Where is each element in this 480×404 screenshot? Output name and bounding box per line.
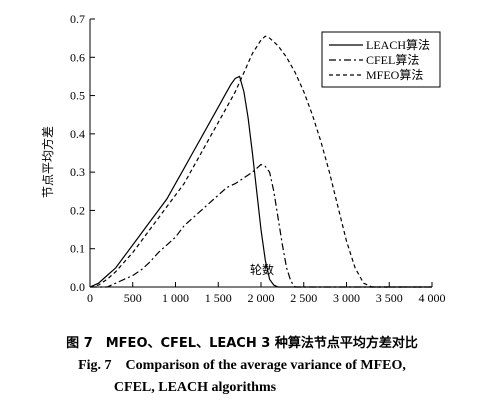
y-tick-label: 0.5	[70, 89, 85, 103]
x-tick-label: 3 000	[333, 291, 360, 305]
x-tick-label: 2 500	[290, 291, 317, 305]
x-axis-ticks: 0 500 1 000 1 500 2 000 2 500 3 000 3 500 4 000	[87, 282, 446, 305]
series-line-mfeo	[89, 35, 432, 288]
legend-label-leach: LEACH算法	[366, 37, 430, 52]
y-tick-label: 0.1	[70, 242, 85, 256]
x-tick-label: 4 000	[419, 291, 446, 305]
y-axis-title: 节点平均方差	[40, 126, 55, 198]
x-tick-label: 2 000	[248, 291, 275, 305]
plot-area: 0 500 1 000 1 500 2 000 2 500 3 000 3 500 4 000 …	[70, 12, 446, 305]
y-tick-label: 0.7	[70, 12, 85, 26]
x-tick-label: 3 500	[376, 291, 403, 305]
x-tick-label: 1 500	[205, 291, 232, 305]
y-tick-label: 0.2	[70, 203, 85, 217]
legend-label-cfel: CFEL算法	[366, 52, 419, 67]
series-lines	[89, 35, 432, 288]
y-axis-ticks: 0.0 0.1 0.2 0.3 0.4 0.5 0.6 0.7	[70, 12, 95, 294]
y-tick-label: 0.4	[70, 127, 85, 141]
x-tick-label: 500	[124, 291, 142, 305]
legend-label-mfeo: MFEO算法	[366, 67, 423, 82]
y-tick-label: 0.0	[70, 280, 85, 294]
legend-box	[321, 31, 441, 88]
figure-caption-english-line1: Fig. 7 Comparison of the average varianc…	[78, 358, 406, 373]
y-tick-label: 0.3	[70, 165, 85, 179]
x-axis-title: 轮数	[250, 262, 274, 277]
series-line-leach	[89, 75, 432, 288]
x-tick-label: 0	[87, 291, 93, 305]
x-tick-label: 1 000	[162, 291, 189, 305]
figure-caption-english-line2: CFEL, LEACH algorithms	[114, 380, 277, 395]
y-tick-label: 0.6	[70, 50, 85, 64]
figure-caption-chinese: 图 7 MFEO、CFEL、LEACH 3 种算法节点平均方差对比	[66, 335, 418, 351]
